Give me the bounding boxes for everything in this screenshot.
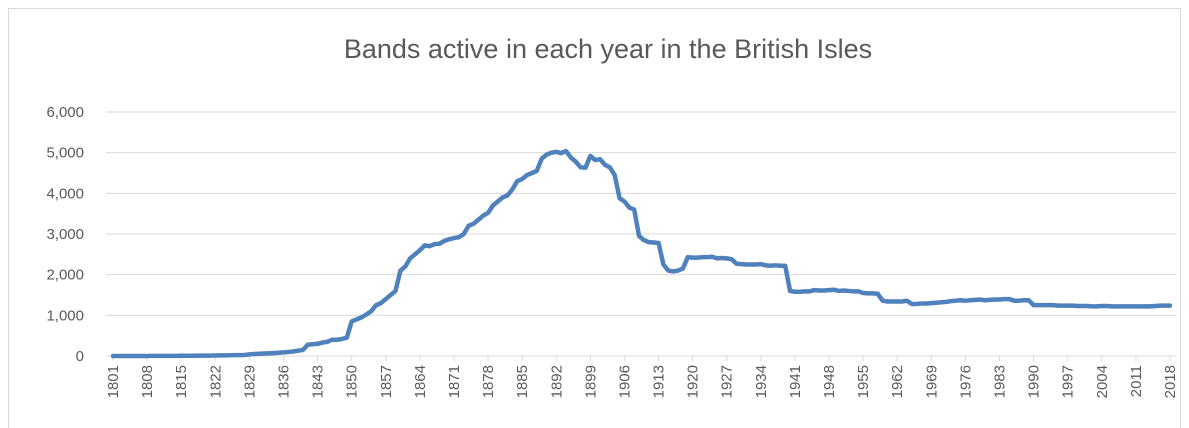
x-tick-label: 1822 (207, 365, 224, 398)
x-tick-label: 1997 (1060, 365, 1077, 398)
y-tick-label: 2,000 (46, 267, 84, 284)
data-line (110, 148, 1173, 359)
y-tick-label: 4,000 (46, 185, 84, 202)
x-tick-label: 1920 (685, 365, 702, 398)
y-tick-label: 5,000 (46, 145, 84, 162)
x-tick-label: 1955 (855, 365, 872, 398)
x-tick-label: 1815 (173, 365, 190, 398)
x-tick-label: 1850 (344, 365, 361, 398)
x-tick-label: 1927 (719, 365, 736, 398)
x-tick-label: 1836 (275, 365, 292, 398)
y-tick-label: 0 (76, 348, 84, 365)
x-tick-label: 1913 (651, 365, 668, 398)
x-tick-label: 1906 (616, 365, 633, 398)
x-tick-label: 1843 (310, 365, 327, 398)
x-tick-label: 1871 (446, 365, 463, 398)
y-tick-label: 6,000 (46, 104, 84, 121)
x-tick-label: 1864 (412, 365, 429, 398)
x-tick-label: 1857 (378, 365, 395, 398)
x-tick-label: 2004 (1094, 365, 1111, 398)
x-tick-label: 1941 (787, 365, 804, 398)
x-tick-label: 1808 (139, 365, 156, 398)
x-tick-label: 2011 (1128, 365, 1145, 397)
x-tick-label: 1801 (105, 365, 122, 398)
x-tick-label: 2018 (1162, 365, 1179, 398)
x-tick-label: 1878 (480, 365, 497, 398)
x-tick-label: 1934 (753, 365, 770, 398)
chart-title: Bands active in each year in the British… (344, 34, 872, 64)
chart-border (8, 8, 1181, 428)
x-tick-label: 1948 (821, 365, 838, 398)
x-tick-label: 1976 (957, 365, 974, 398)
x-tick-label: 1892 (548, 365, 565, 398)
x-tick-label: 1983 (992, 365, 1009, 398)
x-tick-label: 1829 (241, 365, 258, 398)
x-tick-label: 1969 (923, 365, 940, 398)
x-tick-label: 1885 (514, 365, 531, 398)
y-tick-label: 3,000 (46, 226, 84, 243)
y-tick-label: 1,000 (46, 307, 84, 324)
x-tick-label: 1990 (1026, 365, 1043, 398)
x-tick-label: 1962 (889, 365, 906, 398)
x-tick-label: 1899 (582, 365, 599, 398)
